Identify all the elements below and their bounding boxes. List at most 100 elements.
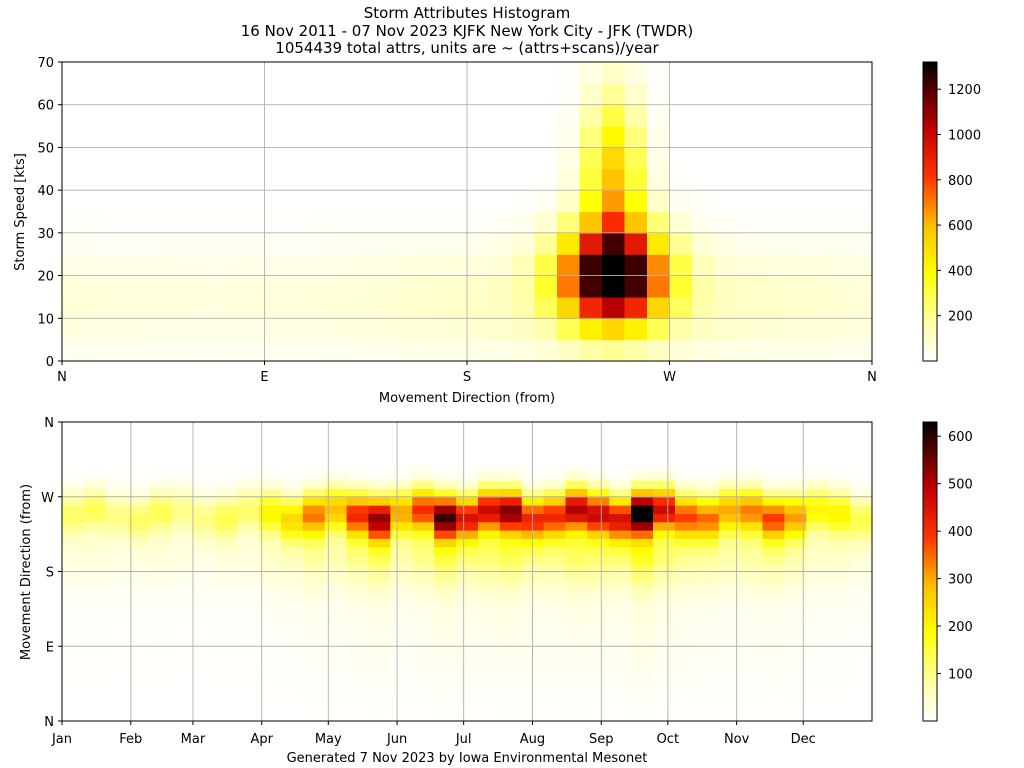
heatmap-cell — [354, 126, 378, 149]
heatmap-cell — [850, 480, 873, 490]
y-tick-label: 20 — [37, 270, 54, 285]
heatmap-cell — [287, 254, 311, 277]
heatmap-cell — [237, 596, 260, 606]
heatmap-cell — [624, 275, 648, 298]
heatmap-cell — [237, 513, 260, 523]
heatmap-cell — [784, 596, 807, 606]
heatmap-cell — [62, 488, 85, 498]
heatmap-cell — [354, 254, 378, 277]
heatmap-cell — [512, 296, 536, 319]
heatmap-cell — [324, 604, 348, 614]
heatmap-cell — [412, 671, 435, 681]
heatmap-cell — [215, 471, 238, 481]
heatmap-cell — [565, 455, 589, 465]
heatmap-cell — [477, 538, 501, 548]
heatmap-cell — [828, 629, 851, 639]
heatmap-cell — [806, 671, 829, 681]
heatmap-cell — [850, 596, 873, 606]
heatmap-cell — [696, 463, 720, 473]
heatmap-cell — [193, 496, 216, 506]
heatmap-cell — [587, 712, 610, 722]
heatmap-cell — [287, 232, 311, 255]
heatmap-cell — [489, 168, 513, 191]
heatmap-cell — [377, 296, 401, 319]
heatmap-cell — [696, 480, 720, 490]
heatmap-cell — [784, 637, 807, 647]
heatmap-cell — [512, 126, 536, 149]
heatmap-cell — [193, 480, 216, 490]
y-tick-label: 50 — [37, 141, 54, 156]
heatmap-cell — [105, 480, 129, 490]
heatmap-cell — [806, 613, 829, 622]
heatmap-cell — [521, 496, 545, 506]
heatmap-cell — [737, 62, 761, 84]
heatmap-cell — [762, 455, 786, 465]
heatmap-cell — [332, 83, 356, 106]
heatmap-cell — [631, 637, 654, 647]
heatmap-cell — [259, 629, 282, 639]
heatmap-cell — [171, 554, 194, 564]
heatmap-cell — [653, 579, 676, 589]
heatmap-cell — [171, 496, 194, 506]
heatmap-cell — [456, 654, 479, 664]
heatmap-cell — [412, 463, 435, 473]
heatmap-cell — [152, 254, 176, 277]
heatmap-cell — [219, 190, 243, 213]
heatmap-cell — [489, 83, 513, 106]
heatmap-cell — [62, 471, 85, 481]
heatmap-cell — [692, 62, 716, 84]
heatmap-cell — [354, 104, 378, 127]
heatmap-cell — [259, 554, 282, 564]
heatmap-cell — [215, 704, 238, 714]
heatmap-cell — [477, 613, 501, 622]
heatmap-cell — [215, 446, 238, 456]
heatmap-cell — [242, 211, 266, 234]
heatmap-cell — [193, 563, 216, 573]
heatmap-cell — [215, 696, 238, 705]
heatmap-cell — [653, 471, 676, 481]
heatmap-cell — [565, 662, 589, 672]
heatmap-cell — [543, 604, 567, 614]
heatmap-cell — [434, 679, 457, 689]
heatmap-cell — [827, 211, 851, 234]
heatmap-cell — [565, 571, 589, 581]
heatmap-cell — [737, 147, 761, 170]
heatmap-cell — [354, 190, 378, 213]
heatmap-cell — [806, 455, 829, 465]
heatmap-cell — [62, 83, 86, 106]
heatmap-cell — [499, 563, 523, 573]
heatmap-cell — [215, 488, 238, 498]
heatmap-cell — [543, 529, 567, 539]
heatmap-cell — [434, 529, 457, 539]
heatmap-cell — [456, 480, 479, 490]
heatmap-cell — [259, 588, 282, 598]
heatmap-cell — [557, 62, 581, 84]
heatmap-cell — [152, 296, 176, 319]
heatmap-cell — [149, 430, 173, 440]
heatmap-cell — [737, 232, 761, 255]
heatmap-cell — [565, 513, 589, 523]
heatmap-cell — [332, 275, 356, 298]
heatmap-cell — [740, 505, 764, 514]
heatmap-cell — [434, 621, 457, 631]
heatmap-cell — [850, 671, 873, 681]
heatmap-cell — [762, 422, 786, 431]
heatmap-cell — [828, 671, 851, 681]
heatmap-cell — [624, 147, 648, 170]
heatmap-cell — [499, 687, 523, 697]
heatmap-cell — [346, 529, 370, 539]
heatmap-cell — [62, 679, 85, 689]
heatmap-cell — [543, 446, 567, 456]
heatmap-cell — [280, 505, 304, 514]
heatmap-cell — [499, 554, 523, 564]
heatmap-cell — [828, 471, 851, 481]
heatmap-cell — [127, 637, 151, 647]
heatmap-cell — [368, 488, 391, 498]
heatmap-cell — [674, 596, 698, 606]
heatmap-cell — [332, 126, 356, 149]
heatmap-cell — [127, 579, 151, 589]
heatmap-cell — [784, 679, 807, 689]
heatmap-cell — [332, 318, 356, 341]
heatmap-cell — [127, 621, 151, 631]
heatmap-cell — [762, 629, 786, 639]
